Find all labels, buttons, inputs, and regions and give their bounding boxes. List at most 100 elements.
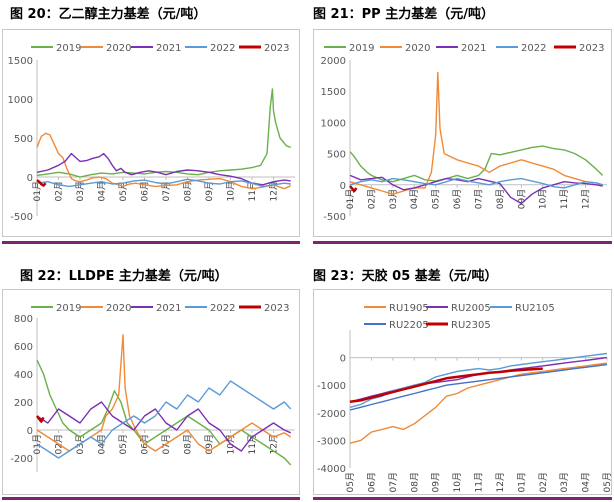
legend-label: 2023 bbox=[264, 43, 289, 54]
section-divider bbox=[313, 497, 612, 500]
x-tick-label: 11月 bbox=[247, 181, 258, 201]
section-divider bbox=[313, 241, 612, 244]
x-tick-label: 06月 bbox=[366, 472, 377, 492]
series-line bbox=[36, 179, 47, 187]
x-tick-label: 08月 bbox=[183, 181, 194, 201]
x-tick-label: 07月 bbox=[388, 472, 399, 492]
legend-label: RU2005 bbox=[451, 303, 491, 314]
series-line bbox=[349, 356, 608, 403]
x-tick-label: 12月 bbox=[269, 181, 280, 201]
x-tick-label: 09月 bbox=[204, 434, 215, 454]
legend-label: 2021 bbox=[461, 43, 486, 54]
figure-title: 图 20：乙二醇主力基差（元/吨） bbox=[10, 7, 207, 22]
x-tick-label: 03月 bbox=[75, 181, 86, 201]
x-tick-label: 03月 bbox=[388, 189, 399, 209]
x-tick-label: 12月 bbox=[269, 434, 280, 454]
x-tick-label: 11月 bbox=[474, 472, 485, 492]
x-tick-label: 11月 bbox=[559, 189, 570, 209]
legend-label: RU2205 bbox=[389, 320, 429, 331]
series-line bbox=[36, 152, 291, 186]
x-tick-label: 01月 bbox=[32, 181, 43, 201]
series-line bbox=[349, 185, 358, 193]
legend-label: 2022 bbox=[521, 43, 546, 54]
series-line bbox=[36, 178, 291, 188]
x-tick-label: 05月 bbox=[602, 472, 611, 492]
y-tick-label: -3000 bbox=[317, 436, 346, 447]
y-tick-label: 200 bbox=[14, 398, 33, 409]
chart-panel: -500 0 500 1000 1500 01月 02月 03月 04月 05月 06月 07月 08月… bbox=[2, 29, 300, 237]
y-tick-label: 1000 bbox=[321, 118, 346, 129]
x-tick-label: 03月 bbox=[559, 472, 570, 492]
legend-label: 2019 bbox=[56, 43, 81, 54]
y-tick-label: 0 bbox=[27, 173, 33, 184]
legend-label: 2021 bbox=[156, 303, 181, 314]
series-line bbox=[349, 71, 603, 195]
series-line bbox=[349, 367, 543, 404]
chart-pp-basis: -500 0 500 1000 1500 2000 01月 02月 03月 04月 05月 06月 07… bbox=[321, 43, 607, 223]
x-tick-label: 05月 bbox=[118, 434, 129, 454]
legend-label: RU2305 bbox=[451, 320, 491, 331]
legend-label: 2023 bbox=[264, 303, 289, 314]
legend-label: 2021 bbox=[156, 43, 181, 54]
legend-label: 2019 bbox=[56, 303, 81, 314]
series-line bbox=[36, 88, 291, 178]
y-tick-label: 500 bbox=[327, 150, 346, 161]
x-tick-label: 09月 bbox=[431, 472, 442, 492]
y-tick-label: -1000 bbox=[317, 381, 346, 392]
figure-title: 图 21：PP 主力基差（元/吨） bbox=[313, 7, 494, 22]
y-tick-label: 2000 bbox=[321, 56, 346, 67]
x-tick-label: 04月 bbox=[581, 472, 592, 492]
x-tick-label: 10月 bbox=[538, 189, 549, 209]
series-line bbox=[349, 145, 604, 183]
x-tick-label: 01月 bbox=[516, 472, 527, 492]
y-tick-label: 1000 bbox=[8, 95, 33, 106]
x-tick-label: 05月 bbox=[118, 181, 129, 201]
y-tick-label: 500 bbox=[14, 134, 33, 145]
legend-label: 2020 bbox=[405, 43, 430, 54]
legend-label: 2019 bbox=[349, 43, 374, 54]
legend-label: 2020 bbox=[106, 303, 131, 314]
legend-label: 2020 bbox=[106, 43, 131, 54]
section-divider bbox=[2, 497, 300, 500]
chart-eg-basis: -500 0 500 1000 1500 01月 02月 03月 04月 05月 06月 07月 08月… bbox=[8, 43, 295, 223]
x-tick-label: 09月 bbox=[516, 189, 527, 209]
series-line bbox=[349, 362, 608, 444]
series-line bbox=[349, 177, 603, 189]
series-line bbox=[349, 363, 608, 411]
x-tick-label: 06月 bbox=[140, 181, 151, 201]
x-tick-label: 10月 bbox=[452, 472, 463, 492]
series-line bbox=[36, 132, 292, 190]
figure-title: 图 22：LLDPE 主力基差（元/吨） bbox=[20, 269, 228, 284]
legend-label: 2022 bbox=[210, 303, 235, 314]
series-line bbox=[36, 401, 291, 452]
x-tick-label: 02月 bbox=[538, 472, 549, 492]
x-tick-label: 05月 bbox=[345, 472, 356, 492]
chart-panel: -500 0 500 1000 1500 2000 01月 02月 03月 04月 05月 06月 07… bbox=[313, 29, 612, 237]
legend-label: RU1905 bbox=[389, 303, 429, 314]
y-tick-label: 1500 bbox=[8, 56, 33, 67]
y-tick-label: -500 bbox=[323, 212, 346, 223]
y-tick-label: 600 bbox=[14, 342, 33, 353]
x-tick-label: 09月 bbox=[204, 181, 215, 201]
y-tick-label: 400 bbox=[14, 370, 33, 381]
y-tick-label: 0 bbox=[340, 181, 346, 192]
x-tick-label: 06月 bbox=[452, 189, 463, 209]
figure-title: 图 23：天胶 05 基差（元/吨） bbox=[313, 269, 498, 284]
x-tick-label: 01月 bbox=[345, 189, 356, 209]
legend-label: 2022 bbox=[210, 43, 235, 54]
legend-label: RU2105 bbox=[515, 303, 555, 314]
x-tick-label: 04月 bbox=[409, 189, 420, 209]
series-line bbox=[349, 352, 608, 408]
y-tick-label: -200 bbox=[10, 454, 33, 465]
chart-panel: -200 0 200 400 600 800 01月 02月 03月 04月 05月 06月 07月 08… bbox=[2, 289, 300, 495]
x-tick-label: 08月 bbox=[183, 434, 194, 454]
y-tick-label: 1500 bbox=[321, 87, 346, 98]
legend-label: 2023 bbox=[579, 43, 604, 54]
x-tick-label: 08月 bbox=[409, 472, 420, 492]
y-tick-label: 0 bbox=[340, 354, 346, 365]
x-tick-label: 08月 bbox=[495, 189, 506, 209]
y-tick-label: -500 bbox=[10, 212, 33, 223]
x-tick-label: 07月 bbox=[161, 181, 172, 201]
section-divider bbox=[2, 241, 300, 244]
